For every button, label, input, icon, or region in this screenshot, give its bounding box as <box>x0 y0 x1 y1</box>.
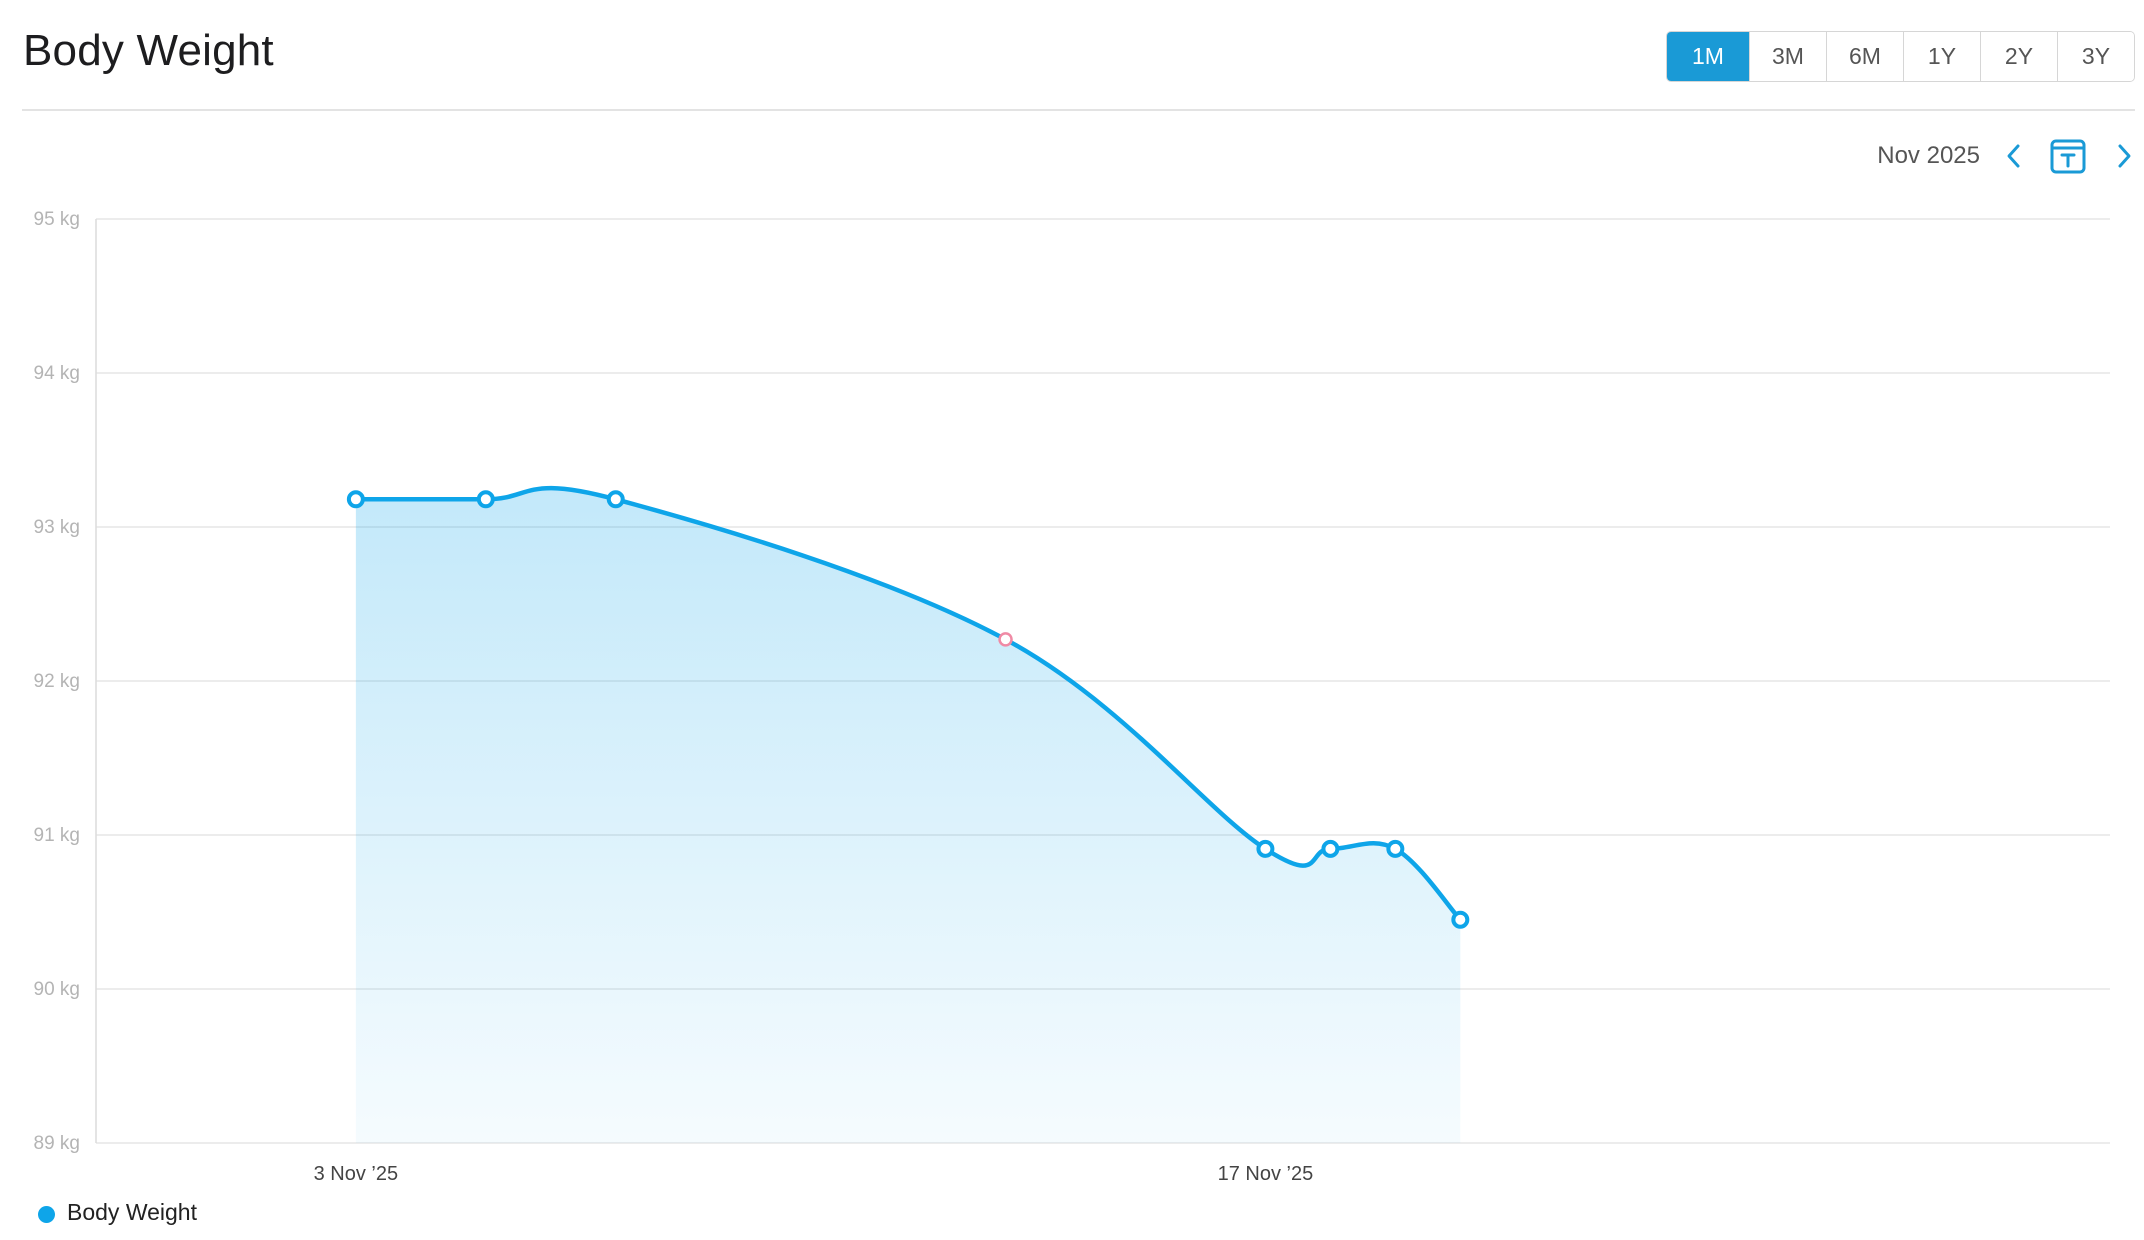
y-tick-label: 95 kg <box>34 209 80 230</box>
chevron-right-icon[interactable] <box>2116 143 2132 169</box>
data-point <box>1386 839 1405 858</box>
series-line <box>353 485 1463 922</box>
page-title: Body Weight <box>23 26 274 75</box>
data-point <box>476 490 495 509</box>
range-button-1m[interactable]: 1M <box>1667 32 1749 81</box>
y-tick-label: 89 kg <box>34 1133 80 1154</box>
month-navigation: Nov 2025 <box>1877 138 2132 174</box>
y-tick-label: 94 kg <box>34 363 80 384</box>
range-button-1y[interactable]: 1Y <box>1903 32 1980 81</box>
x-tick-label: 17 Nov ’25 <box>1218 1163 1314 1185</box>
y-tick-label: 90 kg <box>34 979 80 1000</box>
chart-legend: Body Weight <box>38 1199 197 1226</box>
calendar-today-icon[interactable] <box>2050 138 2086 174</box>
y-tick-label: 93 kg <box>34 517 80 538</box>
header-divider <box>22 109 2135 111</box>
range-button-3y[interactable]: 3Y <box>2057 32 2134 81</box>
range-button-2y[interactable]: 2Y <box>1980 32 2057 81</box>
data-point <box>346 490 365 509</box>
current-month-label: Nov 2025 <box>1877 142 1980 169</box>
y-tick-label: 91 kg <box>34 825 80 846</box>
data-point-highlight <box>998 632 1013 647</box>
legend-swatch-body-weight <box>38 1206 55 1223</box>
series-area <box>355 488 1461 1143</box>
range-button-3m[interactable]: 3M <box>1749 32 1826 81</box>
data-point <box>606 490 625 509</box>
x-tick-label: 3 Nov ’25 <box>314 1163 399 1185</box>
data-point <box>1451 910 1470 929</box>
data-point <box>1256 839 1275 858</box>
range-selector: 1M 3M 6M 1Y 2Y 3Y <box>1666 31 2135 82</box>
chevron-left-icon[interactable] <box>2006 143 2022 169</box>
y-tick-label: 92 kg <box>34 671 80 692</box>
legend-label-body-weight[interactable]: Body Weight <box>67 1199 197 1225</box>
data-point <box>1321 839 1340 858</box>
range-button-6m[interactable]: 6M <box>1826 32 1903 81</box>
